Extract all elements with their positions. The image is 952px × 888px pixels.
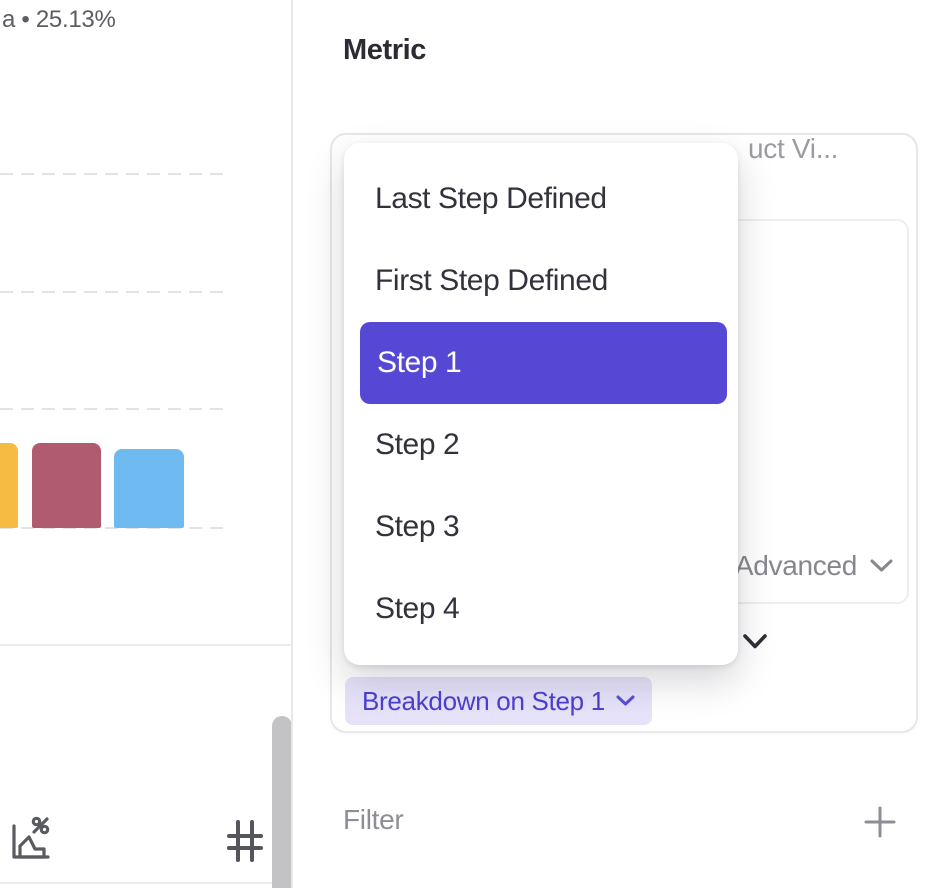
funnel-bar-1[interactable] [0,443,18,528]
advanced-toggle[interactable]: Advanced [735,550,893,582]
panel-divider [291,0,293,888]
metric-section-title: Metric [343,34,427,66]
breakdown-chip-label: Breakdown on Step 1 [362,685,605,716]
chevron-down-icon [616,695,635,707]
gridline [0,408,227,410]
chart-card-bottom-border [0,644,291,646]
funnel-bar-3[interactable] [114,449,184,528]
chart-preview-panel: a • 25.13% [0,0,293,888]
vertical-scrollbar-thumb[interactable] [272,716,292,888]
dropdown-item-step-1[interactable]: Step 1 [360,322,727,404]
dropdown-item-last-step-defined[interactable]: Last Step Defined [375,182,607,215]
breakdown-chip[interactable]: Breakdown on Step 1 [345,677,652,725]
panel-bottom-border [0,882,291,884]
event-name-truncated: uct Vi... [748,133,839,164]
funnel-bar-2[interactable] [32,443,101,528]
plus-icon[interactable] [864,806,896,838]
series-legend-label: a • 25.13% [2,6,116,33]
dropdown-item-step-2[interactable]: Step 2 [375,428,460,461]
step-select-dropdown: Last Step Defined First Step Defined Step … [344,143,738,665]
gridline [0,173,227,175]
baseline-gridline [0,527,227,529]
dropdown-item-first-step-defined[interactable]: First Step Defined [375,264,608,297]
dropdown-item-step-3[interactable]: Step 3 [375,510,460,543]
dropdown-item-step-4[interactable]: Step 4 [375,592,460,625]
chevron-down-icon[interactable] [743,634,767,650]
chevron-down-icon [870,559,893,573]
filter-section-title: Filter [343,804,404,835]
conversion-chart-percent-icon[interactable] [6,816,52,862]
hash-number-icon[interactable] [226,815,264,863]
gridline [0,291,227,293]
advanced-label: Advanced [734,550,857,581]
